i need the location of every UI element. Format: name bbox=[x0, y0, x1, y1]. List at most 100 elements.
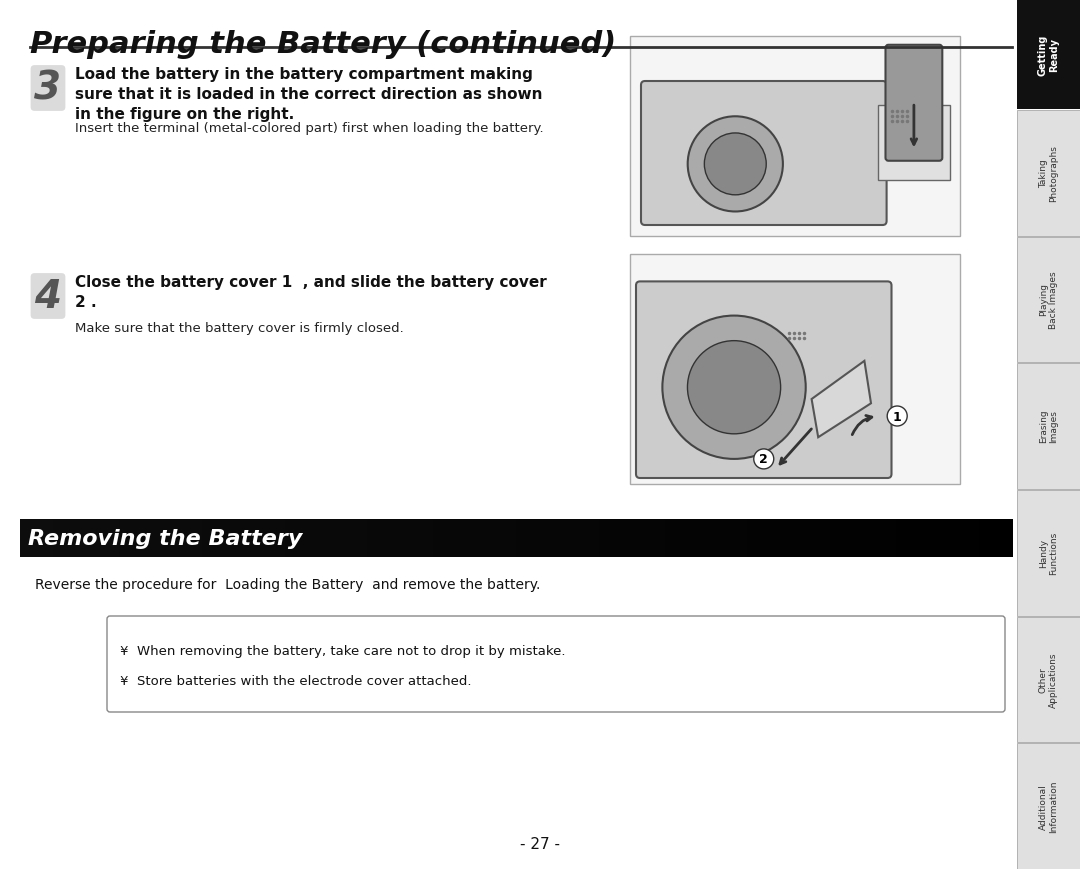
Text: 4: 4 bbox=[35, 278, 62, 315]
Text: 1: 1 bbox=[893, 410, 902, 423]
Text: Load the battery in the battery compartment making
sure that it is loaded in the: Load the battery in the battery compartm… bbox=[75, 67, 542, 122]
Bar bbox=[168, 520, 187, 557]
Bar bbox=[616, 520, 633, 557]
Bar bbox=[1017, 364, 1080, 489]
Circle shape bbox=[688, 342, 781, 434]
Bar bbox=[252, 520, 269, 557]
FancyBboxPatch shape bbox=[886, 46, 943, 162]
Bar bbox=[781, 520, 798, 557]
Bar bbox=[218, 520, 235, 557]
Text: Other
Applications: Other Applications bbox=[1039, 652, 1058, 707]
Text: Handy
Functions: Handy Functions bbox=[1039, 531, 1058, 574]
Text: Playing
Back Images: Playing Back Images bbox=[1039, 271, 1058, 328]
Bar bbox=[301, 520, 319, 557]
Bar bbox=[797, 520, 814, 557]
Bar bbox=[37, 520, 54, 557]
Bar bbox=[136, 520, 153, 557]
Bar bbox=[764, 520, 782, 557]
FancyBboxPatch shape bbox=[636, 282, 891, 479]
Bar bbox=[913, 520, 930, 557]
Bar bbox=[714, 520, 732, 557]
Text: Taking
Photographs: Taking Photographs bbox=[1039, 145, 1058, 202]
FancyBboxPatch shape bbox=[630, 37, 960, 236]
Bar bbox=[549, 520, 567, 557]
Bar bbox=[1017, 617, 1080, 742]
Bar bbox=[946, 520, 963, 557]
Text: Close the battery cover 1  , and slide the battery cover
2 .: Close the battery cover 1 , and slide th… bbox=[75, 275, 546, 309]
Bar bbox=[69, 520, 87, 557]
Bar bbox=[1017, 490, 1080, 616]
Bar bbox=[119, 520, 137, 557]
Bar bbox=[632, 520, 649, 557]
Bar bbox=[665, 520, 683, 557]
Text: 3: 3 bbox=[35, 70, 62, 108]
Bar bbox=[53, 520, 70, 557]
Bar bbox=[681, 520, 699, 557]
Circle shape bbox=[662, 316, 806, 460]
FancyBboxPatch shape bbox=[107, 616, 1005, 713]
Bar bbox=[186, 520, 203, 557]
Bar bbox=[813, 520, 832, 557]
Bar bbox=[532, 520, 550, 557]
Bar bbox=[401, 520, 418, 557]
Bar bbox=[582, 520, 599, 557]
Bar bbox=[1017, 237, 1080, 363]
Bar bbox=[499, 520, 517, 557]
Circle shape bbox=[704, 134, 766, 196]
Text: - 27 -: - 27 - bbox=[519, 836, 561, 851]
Bar bbox=[896, 520, 914, 557]
Bar bbox=[747, 520, 765, 557]
Bar bbox=[598, 520, 617, 557]
FancyBboxPatch shape bbox=[878, 106, 950, 181]
Text: Additional
Information: Additional Information bbox=[1039, 779, 1058, 832]
Bar bbox=[996, 520, 1013, 557]
Bar bbox=[863, 520, 880, 557]
Bar bbox=[235, 520, 253, 557]
Text: Getting
Ready: Getting Ready bbox=[1038, 34, 1059, 76]
Bar bbox=[880, 520, 897, 557]
Text: ¥  When removing the battery, take care not to drop it by mistake.: ¥ When removing the battery, take care n… bbox=[120, 644, 566, 657]
Circle shape bbox=[688, 117, 783, 212]
Bar bbox=[483, 520, 500, 557]
Bar bbox=[1017, 0, 1080, 109]
Text: Make sure that the battery cover is firmly closed.: Make sure that the battery cover is firm… bbox=[75, 322, 404, 335]
Bar bbox=[86, 520, 104, 557]
Bar bbox=[383, 520, 402, 557]
Bar bbox=[467, 520, 484, 557]
Text: Erasing
Images: Erasing Images bbox=[1039, 409, 1058, 443]
Bar bbox=[1017, 111, 1080, 236]
Bar bbox=[268, 520, 285, 557]
Circle shape bbox=[754, 449, 773, 469]
Text: IMPORTANT: IMPORTANT bbox=[113, 623, 187, 634]
Bar bbox=[334, 520, 352, 557]
Text: Removing the Battery: Removing the Battery bbox=[28, 528, 302, 548]
Text: Insert the terminal (metal-colored part) first when loading the battery.: Insert the terminal (metal-colored part)… bbox=[75, 122, 543, 135]
Bar bbox=[351, 520, 368, 557]
Bar bbox=[978, 520, 997, 557]
FancyBboxPatch shape bbox=[642, 82, 887, 226]
Bar bbox=[103, 520, 120, 557]
Text: Preparing the Battery (continued): Preparing the Battery (continued) bbox=[30, 30, 617, 59]
FancyBboxPatch shape bbox=[630, 255, 960, 484]
Bar bbox=[202, 520, 219, 557]
Bar bbox=[566, 520, 583, 557]
Text: 2: 2 bbox=[759, 453, 768, 466]
Bar bbox=[152, 520, 170, 557]
Bar bbox=[1017, 744, 1080, 869]
Bar bbox=[698, 520, 715, 557]
Bar bbox=[847, 520, 864, 557]
Bar bbox=[929, 520, 947, 557]
Bar bbox=[450, 520, 468, 557]
Bar bbox=[318, 520, 335, 557]
Bar bbox=[731, 520, 748, 557]
Circle shape bbox=[887, 407, 907, 427]
Bar bbox=[962, 520, 980, 557]
Text: ¥  Store batteries with the electrode cover attached.: ¥ Store batteries with the electrode cov… bbox=[120, 674, 472, 687]
Bar bbox=[417, 520, 434, 557]
Bar bbox=[284, 520, 302, 557]
Polygon shape bbox=[811, 362, 870, 438]
Bar bbox=[367, 520, 384, 557]
Bar bbox=[516, 520, 534, 557]
Bar bbox=[110, 620, 190, 637]
Bar bbox=[21, 520, 38, 557]
